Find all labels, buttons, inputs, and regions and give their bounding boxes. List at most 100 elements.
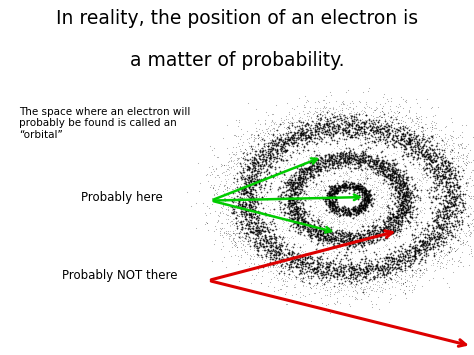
Point xyxy=(372,118,380,123)
Point xyxy=(219,210,227,215)
Point xyxy=(448,179,456,185)
Point xyxy=(310,172,318,178)
Point xyxy=(366,269,374,275)
Point xyxy=(333,141,341,146)
Point xyxy=(366,235,374,241)
Point xyxy=(343,255,350,261)
Point xyxy=(221,197,229,203)
Point xyxy=(358,152,366,158)
Point xyxy=(344,119,351,125)
Point xyxy=(282,191,290,197)
Point xyxy=(371,161,379,167)
Point xyxy=(299,181,306,187)
Point xyxy=(401,146,408,152)
Point xyxy=(365,220,373,225)
Point xyxy=(387,166,395,172)
Point xyxy=(250,247,258,253)
Point xyxy=(457,209,465,214)
Point xyxy=(340,184,347,190)
Point xyxy=(278,195,285,200)
Point xyxy=(360,126,368,132)
Point xyxy=(240,191,248,197)
Point xyxy=(314,132,321,137)
Point xyxy=(295,211,303,216)
Point xyxy=(249,162,257,168)
Point xyxy=(292,264,300,270)
Point xyxy=(301,168,308,173)
Point xyxy=(273,242,280,248)
Point xyxy=(372,262,380,268)
Point xyxy=(362,152,370,157)
Point xyxy=(425,154,432,160)
Point xyxy=(360,158,368,163)
Point xyxy=(374,218,382,224)
Point xyxy=(365,235,373,241)
Point xyxy=(462,200,469,206)
Point xyxy=(348,180,356,186)
Point xyxy=(273,165,280,170)
Point xyxy=(243,167,251,173)
Point xyxy=(346,277,353,283)
Point xyxy=(371,225,379,230)
Point xyxy=(404,115,412,120)
Point xyxy=(449,191,457,196)
Point xyxy=(358,205,365,211)
Point xyxy=(272,121,280,127)
Point xyxy=(435,184,442,189)
Point xyxy=(273,158,281,164)
Point xyxy=(450,258,458,263)
Point xyxy=(292,139,300,144)
Point xyxy=(336,103,343,109)
Point xyxy=(306,159,313,165)
Point xyxy=(465,204,472,209)
Point xyxy=(412,113,420,119)
Point xyxy=(360,268,368,274)
Point xyxy=(311,132,319,138)
Point xyxy=(303,168,311,174)
Point xyxy=(246,235,254,241)
Point xyxy=(412,268,419,273)
Point xyxy=(427,262,434,268)
Point xyxy=(446,149,454,155)
Point xyxy=(299,216,306,222)
Point xyxy=(323,292,331,297)
Point xyxy=(255,200,262,205)
Point xyxy=(255,215,262,221)
Point xyxy=(278,146,285,152)
Point xyxy=(287,258,294,264)
Point xyxy=(386,118,393,124)
Point xyxy=(361,253,368,259)
Point xyxy=(447,201,455,207)
Point xyxy=(353,154,360,159)
Point xyxy=(394,110,402,116)
Point xyxy=(438,160,445,166)
Point xyxy=(293,274,301,280)
Point xyxy=(413,222,420,228)
Point xyxy=(399,280,407,286)
Point xyxy=(471,159,474,165)
Point xyxy=(296,197,304,203)
Point xyxy=(407,214,415,219)
Point xyxy=(379,227,387,233)
Point xyxy=(339,156,346,162)
Point xyxy=(433,215,441,221)
Point xyxy=(356,200,364,206)
Point xyxy=(416,104,423,110)
Point xyxy=(298,178,306,184)
Point xyxy=(390,230,398,235)
Point xyxy=(400,176,407,181)
Point xyxy=(415,115,423,120)
Point xyxy=(312,215,319,220)
Point xyxy=(324,264,331,270)
Point xyxy=(391,234,398,240)
Point xyxy=(301,194,309,200)
Point xyxy=(383,196,390,202)
Point xyxy=(284,119,292,125)
Point xyxy=(415,211,423,216)
Point xyxy=(412,110,420,116)
Point xyxy=(322,121,330,127)
Point xyxy=(371,181,378,187)
Point xyxy=(372,215,379,221)
Point xyxy=(392,120,400,126)
Point xyxy=(307,184,315,190)
